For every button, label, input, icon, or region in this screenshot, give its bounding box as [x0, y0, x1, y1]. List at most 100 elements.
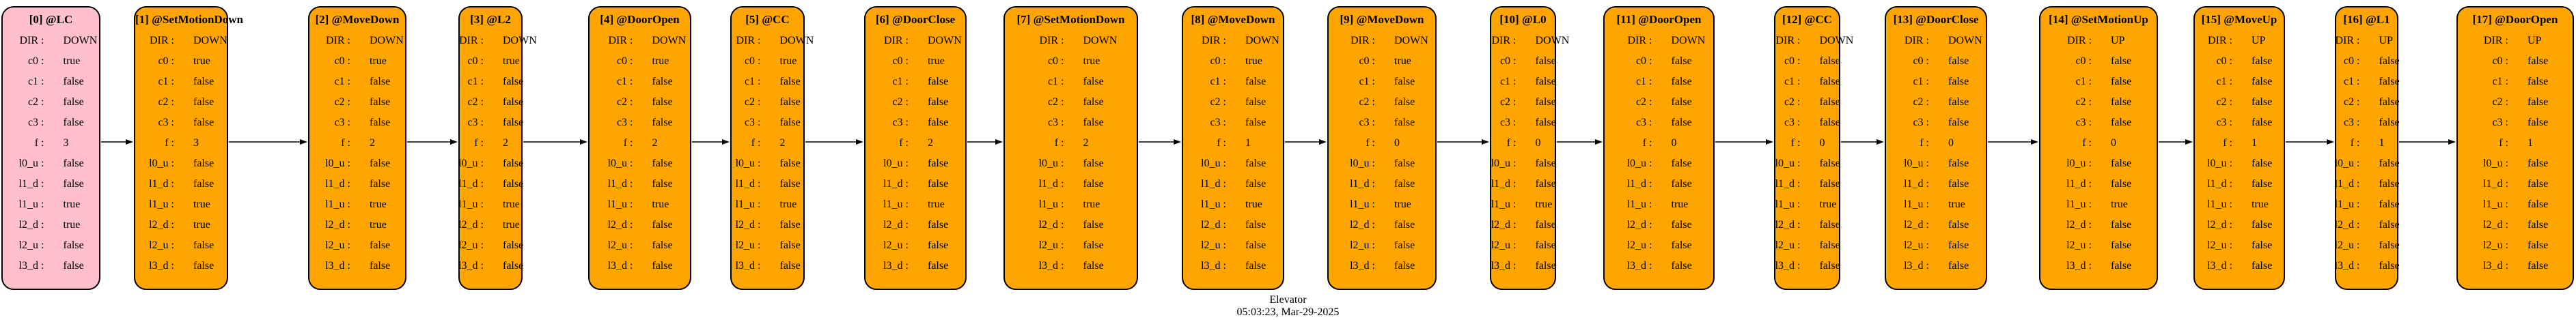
state-variable-row: f : 3: [3, 137, 99, 158]
variable-name: c0 :: [2343, 55, 2360, 67]
variable-name: l1_u :: [2483, 199, 2508, 210]
variable-name: DIR :: [1039, 35, 1064, 46]
state-variable-row: c0 : false: [2458, 55, 2573, 76]
state-variable-row: c1 : false: [1886, 76, 1986, 96]
state-title: [0] @LC: [29, 13, 73, 26]
state-variable-row: c1 : false: [2458, 76, 2573, 96]
variable-value: true: [370, 219, 387, 231]
variable-name: l3_d :: [607, 260, 633, 272]
state-title: [5] @CC: [745, 13, 790, 26]
state-variable-row: l0_u : false: [135, 158, 227, 178]
variable-value: false: [1535, 158, 1556, 169]
variable-value: 1: [1245, 137, 1251, 149]
variable-value: false: [370, 76, 391, 87]
variable-name: l2_d :: [1038, 219, 1064, 231]
variable-name: c3 :: [2343, 117, 2360, 128]
variable-name: l3_d :: [325, 260, 350, 272]
variable-value: false: [2527, 219, 2549, 231]
state-variable-row: f : 0: [1491, 137, 1555, 158]
variable-name: c3 :: [1359, 117, 1375, 128]
variable-value: false: [928, 96, 949, 108]
state-variable-row: l1_u : true: [590, 199, 690, 219]
variable-value: DOWN: [652, 35, 687, 46]
state-variable-row: l1_d : false: [2040, 178, 2157, 199]
variable-name: l2_u :: [1350, 239, 1375, 251]
variable-name: c0 :: [2075, 55, 2092, 67]
state-variable-row: l2_u : false: [135, 239, 227, 260]
state-title: [8] @MoveDown: [1191, 13, 1275, 26]
state-variable-row: DIR : UP: [2336, 35, 2397, 55]
variable-name: f :: [1506, 137, 1516, 149]
state-variable-row: f : 2: [865, 137, 965, 158]
variable-name: c0 :: [1359, 55, 1375, 67]
state-variable-row: l0_u : false: [1491, 158, 1556, 178]
variable-name: DIR :: [2208, 35, 2232, 46]
variable-name: c1 :: [467, 76, 484, 87]
state-variable-row: c0 : true: [3, 55, 99, 76]
state-variable-row: l2_d : false: [1183, 219, 1283, 239]
variable-name: c3 :: [1210, 117, 1226, 128]
variable-name: l1_u :: [1491, 199, 1516, 210]
variable-name: l2_d :: [1626, 219, 1652, 231]
state-variable-row: l3_d : false: [1605, 260, 1713, 280]
state-variable-row: f : 2: [1005, 137, 1137, 158]
state-variable-row: c3 : false: [2040, 117, 2157, 137]
variable-value: true: [1671, 199, 1689, 210]
variable-name: l2_d :: [1904, 219, 1929, 231]
variable-value: false: [503, 260, 524, 272]
state-variable-row: l1_d : false: [458, 178, 523, 199]
variable-value: false: [1671, 219, 1692, 231]
variable-name: c1 :: [1784, 76, 1801, 87]
state-variable-row: c3 : false: [135, 117, 227, 137]
state-variable-row: l2_u : false: [732, 239, 803, 260]
variable-name: l1_u :: [1626, 199, 1652, 210]
state-variable-row: c3 : false: [2336, 117, 2400, 137]
variable-name: l0_u :: [735, 158, 761, 169]
variable-value: DOWN: [928, 35, 962, 46]
variable-value: false: [2111, 239, 2132, 251]
variable-value: false: [1948, 158, 1969, 169]
variable-name: f :: [1920, 137, 1929, 149]
state-variable-row: l1_d : false: [1005, 178, 1137, 199]
state-variable-row: DIR : DOWN: [1775, 35, 1854, 55]
variable-name: f :: [2223, 137, 2232, 149]
variable-value: false: [63, 117, 84, 128]
state-title: [12] @CC: [1782, 13, 1832, 26]
variable-name: DIR :: [2335, 35, 2360, 46]
state-variable-row: l0_u : false: [2195, 158, 2284, 178]
variable-name: c1 :: [1635, 76, 1652, 87]
variable-value: 3: [193, 137, 199, 149]
variable-name: l0_u :: [2334, 158, 2360, 169]
variable-value: false: [503, 239, 524, 251]
variable-value: false: [1948, 178, 1969, 190]
variable-value: false: [193, 178, 214, 190]
variable-value: false: [1083, 117, 1104, 128]
variable-value: false: [2252, 158, 2273, 169]
state-variable-row: c1 : false: [3, 76, 99, 96]
state-variable-row: l3_d : false: [309, 260, 405, 280]
variable-name: DIR :: [459, 35, 484, 46]
variable-name: l1_u :: [325, 199, 350, 210]
variable-value: false: [1535, 76, 1556, 87]
variable-value: UP: [2527, 35, 2542, 46]
state-variable-row: c0 : true: [135, 55, 227, 76]
state-node: [5] @CC DIR : DOWN c0 : true c1 : false c2 : fal…: [730, 6, 814, 290]
variable-name: c0 :: [1784, 55, 1801, 67]
variable-value: false: [2527, 239, 2549, 251]
state-variable-row: l1_u : true: [458, 199, 521, 219]
variable-name: l2_u :: [1491, 239, 1516, 251]
state-variable-row: l1_d : false: [1183, 178, 1283, 199]
variable-value: false: [2252, 260, 2273, 272]
transition-arrow: [2159, 139, 2193, 145]
transition-arrow: [2399, 139, 2456, 145]
variable-name: f :: [341, 137, 350, 149]
variable-name: l2_d :: [1775, 219, 1801, 231]
state-variable-row: c3 : false: [1886, 117, 1986, 137]
variable-name: c0 :: [467, 55, 484, 67]
variable-value: false: [2527, 96, 2549, 108]
variable-value: false: [63, 239, 84, 251]
variable-name: c3 :: [616, 117, 633, 128]
variable-name: l1_u :: [735, 199, 761, 210]
variable-value: false: [2252, 76, 2273, 87]
variable-value: 1: [2252, 137, 2257, 149]
